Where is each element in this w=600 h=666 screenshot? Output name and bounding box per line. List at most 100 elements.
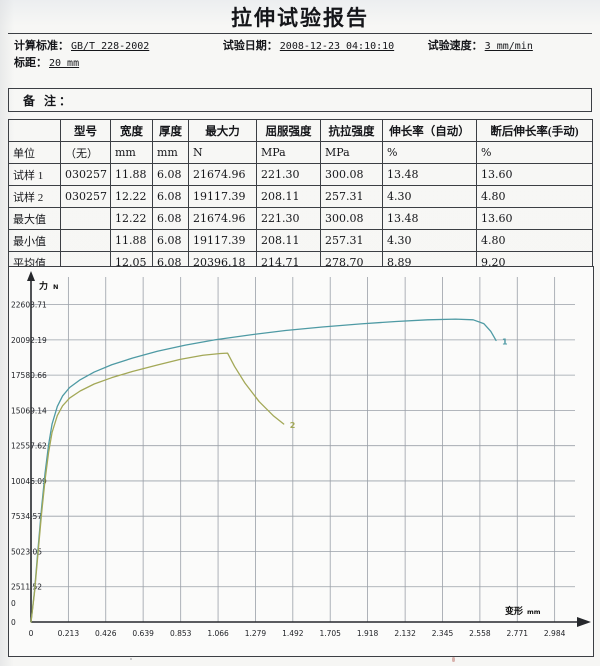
svg-text:7534.57: 7534.57 xyxy=(11,512,42,521)
svg-text:1.918: 1.918 xyxy=(357,629,379,638)
cell-width: 12.22 xyxy=(110,207,153,230)
meta-row-2: 标距： 20 mm xyxy=(14,55,592,72)
title-divider xyxy=(8,33,592,34)
gauge-label: 标距： xyxy=(14,57,47,69)
cell-yield: 221.30 xyxy=(256,207,321,230)
table-row: 单位 （无） mm mm N MPa MPa % % xyxy=(8,141,593,164)
svg-text:10046.09: 10046.09 xyxy=(11,477,47,486)
col-header-model: 型号 xyxy=(60,119,111,142)
col-header-thickness: 厚度 xyxy=(152,119,189,142)
svg-text:1.066: 1.066 xyxy=(207,629,229,638)
row-label: 试样 1 xyxy=(8,163,61,186)
meta-block: 计算标准： GB/T 228-2002 试验日期： 2008-12-23 04:10… xyxy=(14,38,592,72)
svg-text:2.345: 2.345 xyxy=(432,629,454,638)
svg-text:2.558: 2.558 xyxy=(469,629,491,638)
table-row: 最大值 12.22 6.08 21674.96 221.30 300.08 13… xyxy=(8,207,593,230)
col-header-elong-auto: 伸长率（自动） xyxy=(382,119,477,142)
svg-text:0: 0 xyxy=(11,599,16,608)
page-title: 拉伸试验报告 xyxy=(231,5,369,30)
cell-tensile: 300.08 xyxy=(320,207,383,230)
svg-text:0.639: 0.639 xyxy=(132,629,154,638)
cell-model xyxy=(60,207,111,230)
svg-text:0.853: 0.853 xyxy=(170,629,192,638)
row-label: 最小值 xyxy=(8,229,61,252)
svg-text:0: 0 xyxy=(29,629,34,638)
svg-text:17580.66: 17580.66 xyxy=(11,371,47,380)
svg-text:22603.71: 22603.71 xyxy=(11,301,47,310)
col-header-width: 宽度 xyxy=(110,119,153,142)
svg-text:1.705: 1.705 xyxy=(319,629,341,638)
cell-elong-manual: % xyxy=(476,141,593,164)
cell-model: 030257 xyxy=(60,163,111,186)
scan-speck-2 xyxy=(452,657,455,662)
cell-tensile: 300.08 xyxy=(320,163,383,186)
svg-text:20092.19: 20092.19 xyxy=(11,336,47,345)
cell-elong-auto: % xyxy=(382,141,477,164)
speed-value: 3 mm/min xyxy=(484,41,533,52)
svg-text:1.492: 1.492 xyxy=(282,629,304,638)
svg-text:12557.62: 12557.62 xyxy=(11,442,47,451)
cell-tensile: 257.31 xyxy=(320,185,383,208)
table-body: 单位 （无） mm mm N MPa MPa % % 试样 1 030257 1… xyxy=(8,141,593,274)
cell-maxforce: N xyxy=(188,141,257,164)
svg-text:2.984: 2.984 xyxy=(544,629,566,638)
svg-text:0.213: 0.213 xyxy=(58,629,80,638)
results-table: 型号 宽度 厚度 最大力 屈服强度 抗拉强度 伸长率（自动） 断后伸长率(手动)… xyxy=(8,119,593,274)
cell-thickness: mm xyxy=(152,141,189,164)
svg-text:2.132: 2.132 xyxy=(394,629,416,638)
col-header-maxforce: 最大力 xyxy=(188,119,257,142)
svg-text:1: 1 xyxy=(502,337,508,346)
date-value: 2008-12-23 04:10:10 xyxy=(279,41,395,52)
svg-text:15069.14: 15069.14 xyxy=(11,406,47,415)
row-label: 最大值 xyxy=(8,207,61,230)
meta-row-1: 计算标准： GB/T 228-2002 试验日期： 2008-12-23 04:10… xyxy=(14,38,592,55)
row-label: 单位 xyxy=(8,141,61,164)
remarks-box: 备 注： xyxy=(8,88,592,112)
cell-tensile: 257.31 xyxy=(320,229,383,252)
cell-thickness: 6.08 xyxy=(152,185,189,208)
cell-thickness: 6.08 xyxy=(152,229,189,252)
col-header-tensile: 抗拉强度 xyxy=(320,119,383,142)
svg-text:力: 力 xyxy=(39,280,48,292)
gauge-value: 20 mm xyxy=(49,58,80,69)
scan-speck xyxy=(130,658,132,660)
col-header-elong-manual: 断后伸长率(手动) xyxy=(476,119,593,142)
cell-elong-auto: 13.48 xyxy=(382,207,477,230)
cell-elong-manual: 13.60 xyxy=(476,207,593,230)
cell-elong-auto: 13.48 xyxy=(382,163,477,186)
cell-thickness: 6.08 xyxy=(152,163,189,186)
cell-yield: 221.30 xyxy=(256,163,321,186)
svg-text:2.771: 2.771 xyxy=(507,629,529,638)
cell-yield: MPa xyxy=(256,141,321,164)
date-label: 试验日期： xyxy=(222,40,278,52)
cell-model xyxy=(60,229,111,252)
cell-yield: 208.11 xyxy=(256,185,321,208)
cell-width: 12.22 xyxy=(110,185,153,208)
col-header-yield: 屈服强度 xyxy=(256,119,321,142)
cell-elong-auto: 4.30 xyxy=(382,229,477,252)
standard-label: 计算标准： xyxy=(14,40,69,52)
cell-yield: 208.11 xyxy=(256,229,321,252)
table-row: 试样 2 030257 12.22 6.08 19117.39 208.11 2… xyxy=(8,185,593,208)
svg-text:2511.52: 2511.52 xyxy=(11,583,42,592)
cell-width: 11.88 xyxy=(110,163,153,186)
svg-text:N: N xyxy=(53,283,58,291)
force-deformation-chart: 0 2511.52 5023.05 7534.57 10046.09 12557.62 15… xyxy=(8,266,594,657)
cell-thickness: 6.08 xyxy=(152,207,189,230)
table-row: 试样 1 030257 11.88 6.08 21674.96 221.30 3… xyxy=(8,163,593,186)
cell-elong-manual: 4.80 xyxy=(476,185,593,208)
standard-value: GB/T 228-2002 xyxy=(71,41,150,52)
col-header-0 xyxy=(8,119,61,142)
speed-label: 试验速度： xyxy=(427,40,483,52)
remarks-label: 备 注： xyxy=(23,94,75,108)
table-head: 型号 宽度 厚度 最大力 屈服强度 抗拉强度 伸长率（自动） 断后伸长率(手动) xyxy=(8,119,593,142)
svg-text:mm: mm xyxy=(527,608,541,616)
svg-text:0: 0 xyxy=(11,618,16,627)
table-row: 最小值 11.88 6.08 19117.39 208.11 257.31 4.… xyxy=(8,229,593,252)
svg-text:2: 2 xyxy=(290,421,296,430)
row-label: 试样 2 xyxy=(8,185,61,208)
cell-maxforce: 21674.96 xyxy=(188,207,257,230)
cell-model: 030257 xyxy=(60,185,111,208)
cell-model: （无） xyxy=(60,141,111,164)
